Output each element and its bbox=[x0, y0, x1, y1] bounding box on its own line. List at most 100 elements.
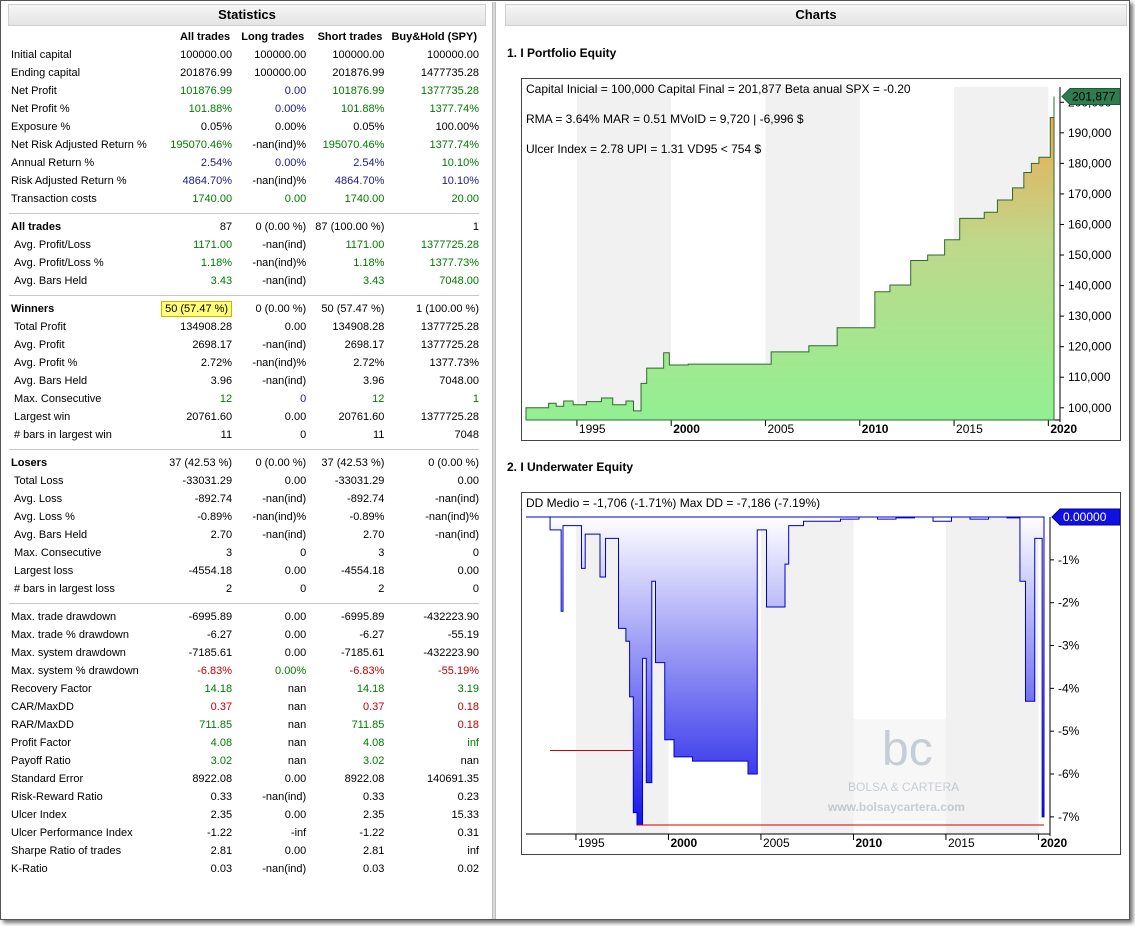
portfolio-equity-chart[interactable]: 100,000 110,000 120,000 130,000 140,000 150,0… bbox=[521, 78, 1121, 441]
stats-value: 20761.60 bbox=[338, 411, 385, 423]
stats-cell-buy-hold: 0.02 bbox=[384, 860, 479, 878]
stats-cell-long-trades: 0 (0.00 %) bbox=[232, 454, 306, 472]
y-tick-label: 110,000 bbox=[1068, 370, 1111, 384]
stats-row: Payoff Ratio 3.02 nan 3.02 nan bbox=[9, 752, 479, 770]
stats-cell-long-trades: nan bbox=[232, 734, 306, 752]
stats-cell-short-trades: 8922.08 bbox=[306, 770, 385, 788]
panel-splitter[interactable] bbox=[492, 2, 496, 919]
stats-cell-all-trades: 4.08 bbox=[161, 734, 232, 752]
stats-cell-all-trades: -33031.29 bbox=[161, 472, 233, 490]
stats-cell-buy-hold: 7048.00 bbox=[384, 372, 479, 390]
stats-cell-long-trades: 100000.00 bbox=[232, 64, 306, 82]
stats-value: 4.08 bbox=[362, 737, 385, 749]
stats-cell-short-trades: -7185.61 bbox=[306, 644, 384, 662]
stats-row: CAR/MaxDD 0.37 nan 0.37 0.18 bbox=[9, 698, 479, 716]
stats-cell-buy-hold: -55.19% bbox=[384, 662, 479, 680]
equity-section-title: 1. I Portfolio Equity bbox=[507, 46, 617, 60]
stats-value: 7048 bbox=[454, 429, 479, 441]
statistics-scroll-area[interactable]: All trades Long trades Short trades Buy&… bbox=[2, 26, 486, 918]
stats-row-label: Avg. Profit bbox=[14, 339, 65, 351]
stats-value: 0 bbox=[472, 583, 479, 595]
stats-cell-all-trades: -6995.89 bbox=[161, 608, 232, 626]
last-value-label: 201,877 bbox=[1072, 90, 1116, 104]
stats-value: 0.00 bbox=[284, 773, 307, 785]
stats-cell-all-trades: -6.27 bbox=[161, 626, 232, 644]
stats-value: -nan(ind) bbox=[262, 239, 307, 251]
stats-row-label: Avg. Profit/Loss % bbox=[14, 257, 104, 269]
stats-value: 87 bbox=[219, 221, 233, 233]
stats-value: -892.74 bbox=[194, 493, 233, 505]
stats-value: 3.43 bbox=[210, 275, 233, 287]
stats-cell-all-trades: 3.43 bbox=[161, 272, 232, 290]
stats-value: 0.00% bbox=[275, 665, 307, 677]
stats-value: 0.00 bbox=[284, 809, 307, 821]
watermark-url: www.bolsaycartera.com bbox=[827, 800, 965, 814]
stats-value: 1377725.28 bbox=[420, 239, 479, 251]
stats-cell-long-trades: -nan(ind)% bbox=[232, 354, 306, 372]
stats-value: -nan(ind) bbox=[262, 275, 307, 287]
stats-value: 15.33 bbox=[451, 809, 479, 821]
stats-value: -nan(ind) bbox=[262, 863, 307, 875]
stats-value: 0 bbox=[300, 429, 307, 441]
stats-cell-all-trades: 37 (42.53 %) bbox=[161, 454, 232, 472]
stats-value: -6.83% bbox=[349, 665, 385, 677]
stats-cell-long-trades: 0.00% bbox=[232, 154, 306, 172]
stats-value: 1740.00 bbox=[192, 193, 233, 205]
stats-row-label: Ending capital bbox=[11, 67, 81, 79]
stats-value: 100000.00 bbox=[180, 49, 233, 61]
stats-value: 0 (0.00 %) bbox=[255, 303, 307, 315]
statistics-header-row: All trades Long trades Short trades Buy&… bbox=[9, 28, 479, 46]
stats-value: 1477735.28 bbox=[420, 67, 479, 79]
stats-row: RAR/MaxDD 711.85 nan 711.85 0.18 bbox=[9, 716, 479, 734]
stats-row-label: Avg. Bars Held bbox=[14, 275, 88, 287]
stats-row-label: CAR/MaxDD bbox=[11, 701, 74, 713]
stats-cell-long-trades: 0 bbox=[232, 426, 306, 444]
y-tick-label: 150,000 bbox=[1068, 248, 1112, 262]
stats-cell-all-trades: 101.88% bbox=[161, 100, 232, 118]
stats-row: Max. system % drawdown -6.83% 0.00% -6.83% -… bbox=[9, 662, 479, 680]
stats-cell-all-trades: 2.70 bbox=[161, 526, 232, 544]
underwater-area bbox=[526, 516, 1045, 826]
stats-row: Losers 37 (42.53 %) 0 (0.00 %) 37 (42.53 %)… bbox=[9, 454, 479, 472]
stats-row-label: Total Profit bbox=[14, 321, 66, 333]
stats-value: 0 bbox=[300, 393, 307, 405]
stats-cell-buy-hold: 1 (100.00 %) bbox=[384, 300, 479, 318]
stats-cell-short-trades: -0.89% bbox=[306, 508, 385, 526]
stats-cell-long-trades: 0.00% bbox=[232, 662, 306, 680]
stats-cell-buy-hold: -nan(ind)% bbox=[384, 508, 479, 526]
stats-value: -nan(ind)% bbox=[252, 175, 307, 187]
stats-value: 1377725.28 bbox=[420, 321, 479, 333]
x-tick-label: 2010 bbox=[862, 422, 889, 436]
stats-cell-long-trades: 0.00 bbox=[232, 318, 306, 336]
watermark-logo: bc BOLSA & CARTERA www.bolsaycartera.com bbox=[822, 719, 992, 821]
x-tick-label: 2020 bbox=[1050, 422, 1077, 436]
stats-value: 3.19 bbox=[457, 683, 479, 695]
stats-cell-short-trades: -6.27 bbox=[306, 626, 384, 644]
stats-value: 11 bbox=[372, 429, 385, 441]
stats-value: -nan(ind)% bbox=[252, 357, 307, 369]
stats-value: 0.00 bbox=[284, 475, 307, 487]
stats-cell-short-trades: 0.37 bbox=[306, 698, 384, 716]
stats-row: Standard Error 8922.08 0.00 8922.08 140691.3… bbox=[9, 770, 479, 788]
stats-row-label: Avg. Bars Held bbox=[14, 375, 88, 387]
stats-row: Annual Return % 2.54% 0.00% 2.54% 10.10% bbox=[9, 154, 479, 172]
stats-cell-buy-hold: 7048 bbox=[384, 426, 479, 444]
stats-value: 14.18 bbox=[356, 683, 385, 695]
stats-value: 1377.74% bbox=[429, 139, 479, 151]
stats-value: 0.05% bbox=[353, 121, 385, 133]
stats-cell-buy-hold: 1377.74% bbox=[384, 136, 479, 154]
stats-cell-buy-hold: 1377725.28 bbox=[384, 408, 479, 426]
stats-value: 1377725.28 bbox=[420, 411, 479, 423]
stats-cell-short-trades: 0.05% bbox=[306, 118, 384, 136]
underwater-equity-chart[interactable]: -1% -2% -3% -4% -5% -6% -7% 1995 2000 2005 2010 201… bbox=[521, 492, 1121, 855]
stats-row-label: Annual Return % bbox=[11, 157, 95, 169]
stats-value: 0 (0.00 %) bbox=[255, 457, 307, 469]
stats-value: -432223.90 bbox=[423, 647, 479, 659]
watermark-box bbox=[822, 719, 992, 821]
stats-cell-short-trades: 20761.60 bbox=[306, 408, 385, 426]
stats-value: -33031.29 bbox=[334, 475, 385, 487]
stats-value: 140691.35 bbox=[427, 773, 479, 785]
stats-value: 1.18% bbox=[200, 257, 233, 269]
stats-row: Max. trade drawdown -6995.89 0.00 -6995.89 -… bbox=[9, 608, 479, 626]
stats-row: Ulcer Performance Index -1.22 -inf -1.22 0.3… bbox=[9, 824, 479, 842]
